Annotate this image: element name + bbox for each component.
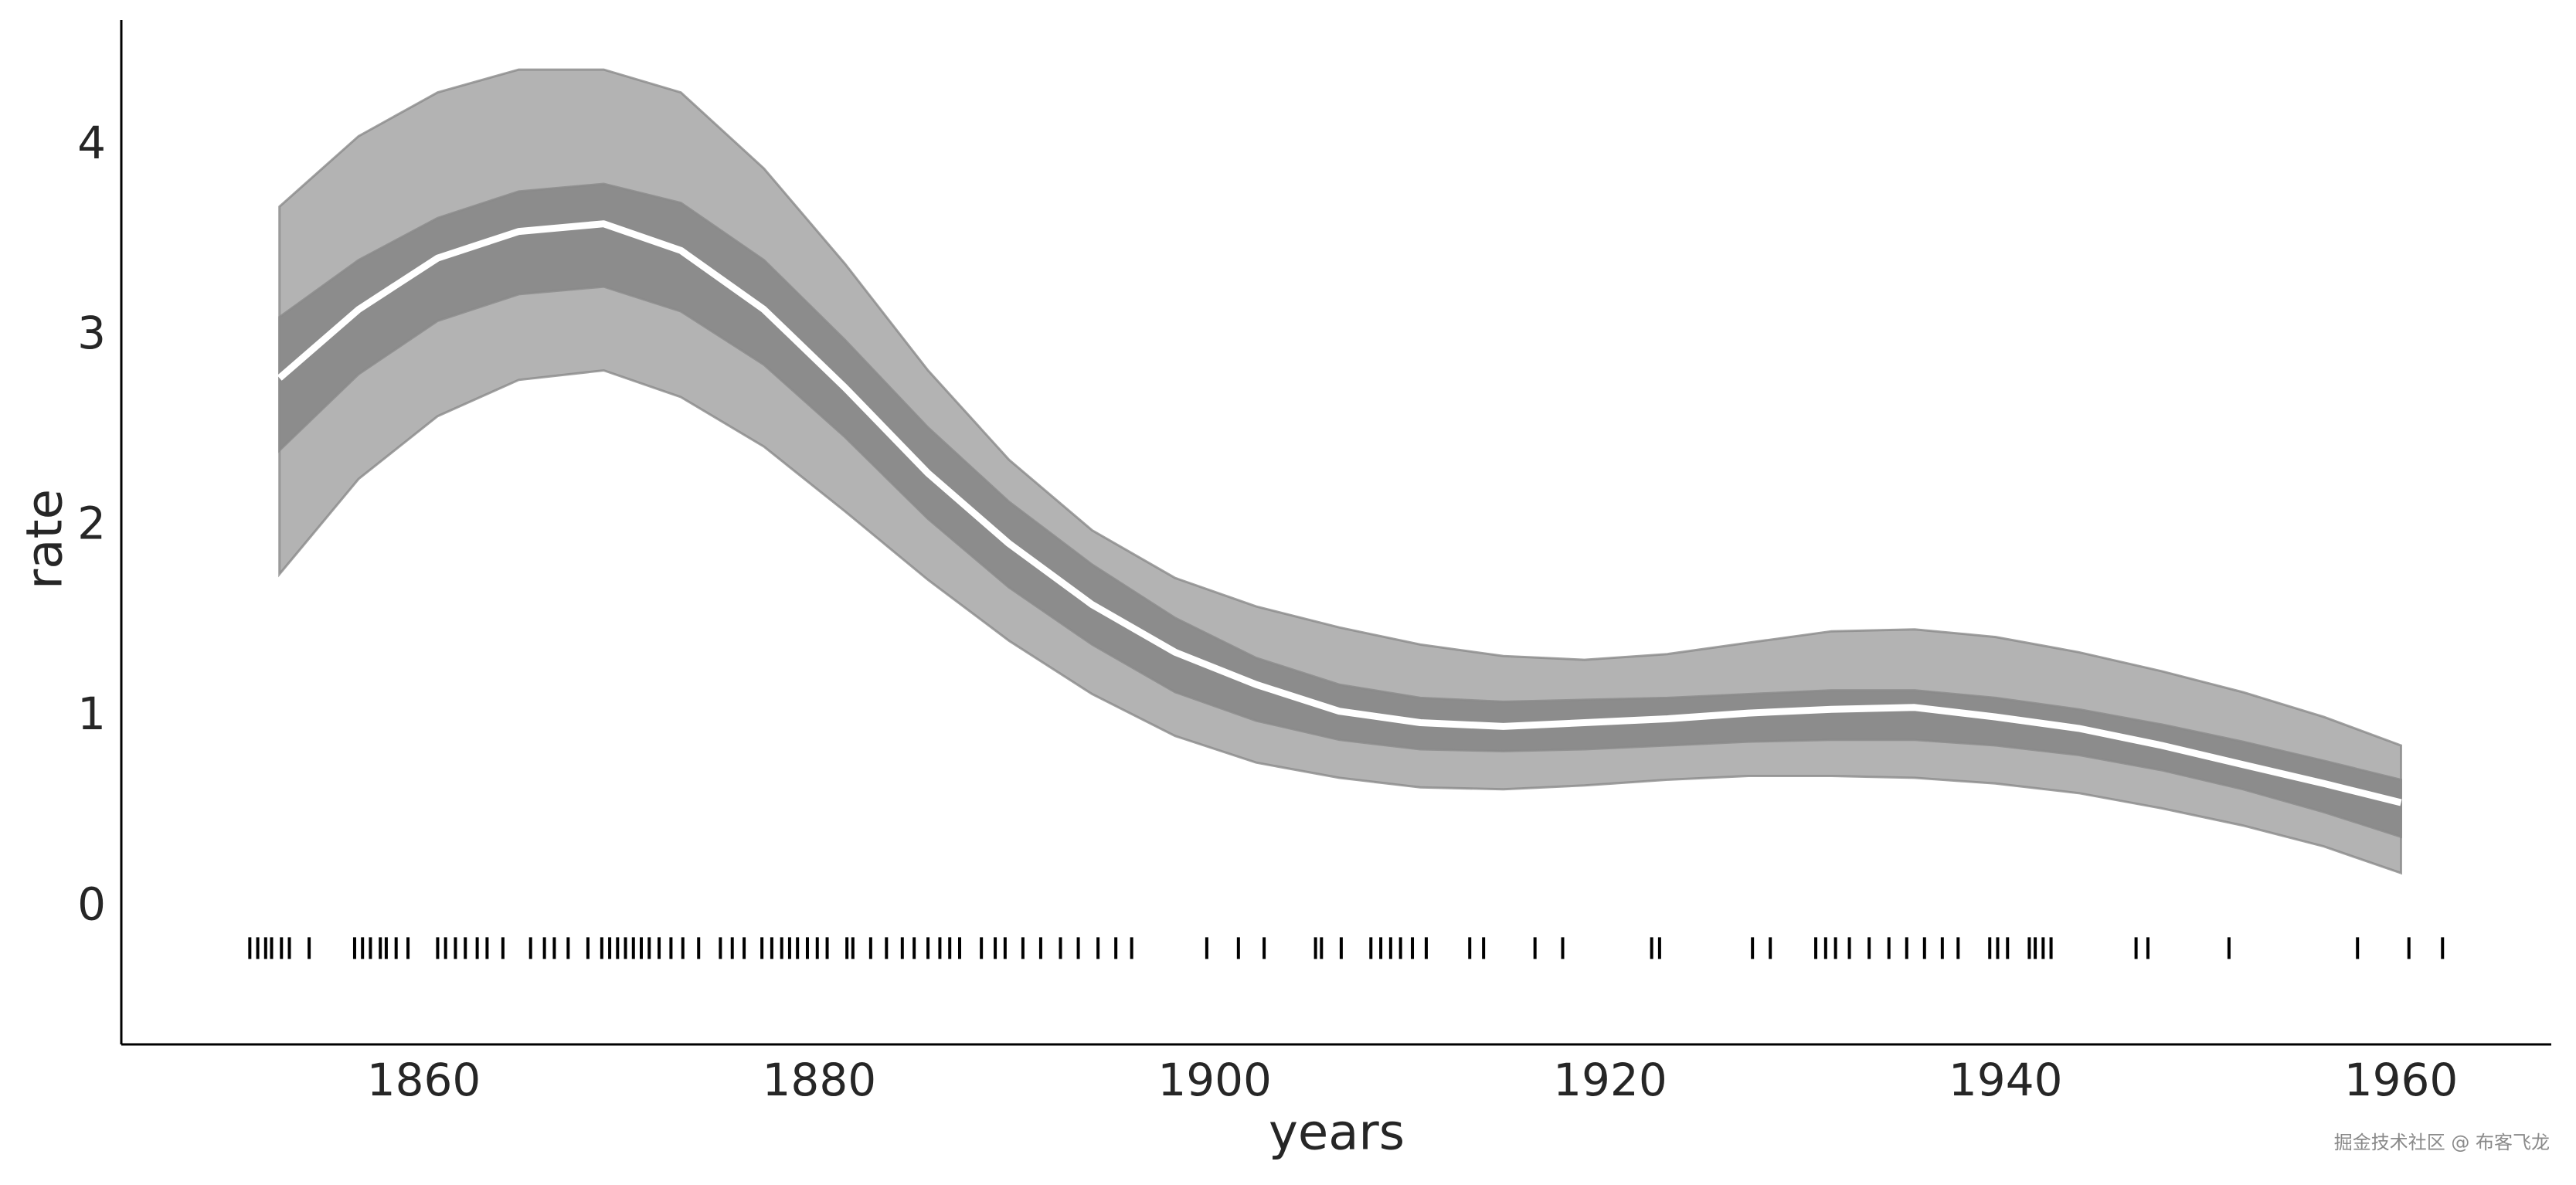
- x-axis-label: years: [1269, 1105, 1405, 1162]
- y-tick-label: 4: [77, 117, 106, 169]
- y-tick-label: 2: [77, 497, 106, 550]
- x-tick-label: 1900: [1157, 1054, 1272, 1106]
- hdi-band: [278, 68, 2402, 875]
- watermark: 掘金技术社区 @ 布客飞龙: [2334, 1132, 2550, 1153]
- mean-line: [277, 220, 2402, 806]
- y-axis-label: rate: [17, 489, 74, 589]
- y-tick-label: 3: [77, 307, 106, 359]
- x-tick-label: 1860: [367, 1054, 481, 1106]
- hdi-band: [278, 182, 2402, 839]
- x-tick-label: 1880: [763, 1054, 877, 1106]
- y-tick-label: 1: [77, 688, 106, 740]
- y-tick-label: 0: [77, 878, 106, 931]
- x-tick-label: 1920: [1553, 1054, 1667, 1106]
- x-tick-label: 1960: [2344, 1054, 2459, 1106]
- x-tick-label: 1940: [1949, 1054, 2063, 1106]
